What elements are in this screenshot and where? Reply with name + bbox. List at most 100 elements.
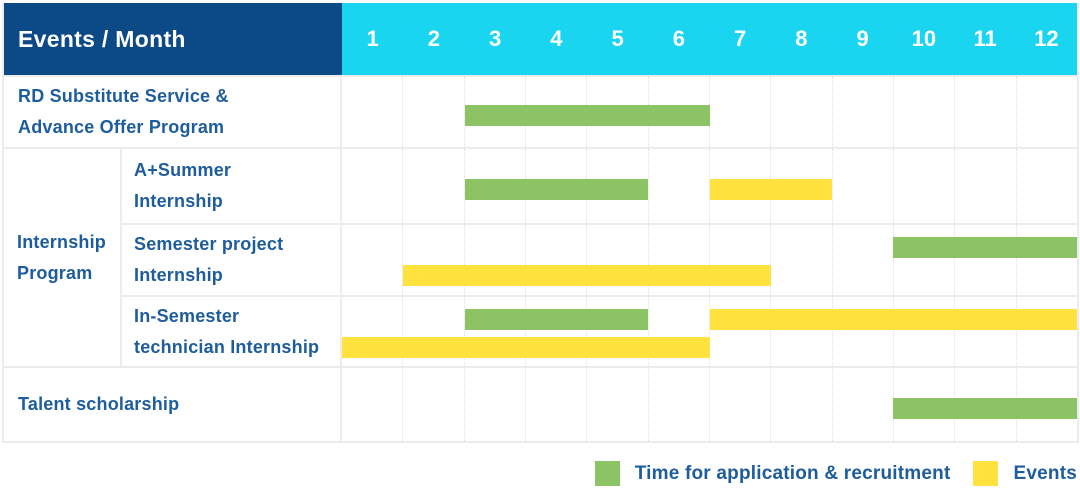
legend-label-application: Time for application & recruitment bbox=[634, 462, 951, 484]
timeline-in-semester-technician bbox=[342, 297, 1077, 366]
internship-program-group: Internship Program A+Summer Internship S… bbox=[4, 147, 1077, 366]
row-label-semester-project: Semester project Internship bbox=[122, 225, 342, 295]
month-header-cell-6: 6 bbox=[672, 26, 685, 51]
month-header-cell-11: 11 bbox=[973, 26, 997, 51]
month-gridline-cell bbox=[710, 77, 772, 147]
gantt-bar-application bbox=[464, 105, 710, 126]
month-gridline-cell bbox=[403, 77, 465, 147]
month-header-cell-10: 10 bbox=[911, 26, 937, 51]
month-gridline-cell bbox=[1017, 297, 1077, 366]
month-gridline-cell bbox=[955, 149, 1017, 223]
month-gridline-cell bbox=[1017, 77, 1077, 147]
gantt-bar-application bbox=[893, 237, 1077, 258]
row-semester-project: Semester project Internship bbox=[122, 223, 1077, 295]
month-gridline-cell bbox=[833, 297, 894, 366]
month-header-cell-1: 1 bbox=[366, 26, 379, 51]
month-header-cell-3: 3 bbox=[489, 26, 502, 51]
month-gridline-cell bbox=[771, 368, 833, 441]
row-label-rd-substitute: RD Substitute Service & Advance Offer Pr… bbox=[4, 77, 342, 147]
group-label-internship-program: Internship Program bbox=[4, 149, 122, 366]
gantt-bar-application bbox=[893, 397, 1077, 419]
month-header-cell-4: 4 bbox=[550, 26, 563, 51]
row-label-talent-scholarship: Talent scholarship bbox=[4, 368, 342, 441]
month-gridline-cell bbox=[771, 149, 833, 223]
month-gridline-cell bbox=[649, 149, 710, 223]
month-gridline-cell bbox=[587, 225, 649, 295]
month-gridline-cell bbox=[1017, 225, 1077, 295]
month-gridline-cell bbox=[833, 149, 894, 223]
events-color-swatch bbox=[973, 461, 999, 486]
month-gridline-cell bbox=[894, 225, 956, 295]
gantt-bar-application bbox=[464, 179, 649, 200]
gantt-table: Events / Month 1 2 3 4 5 6 7 8 9 10 11 12 RD Substi… bbox=[2, 3, 1079, 443]
month-header-strip: 1 2 3 4 5 6 7 8 9 10 11 12 bbox=[342, 3, 1077, 75]
legend-item-application: Time for application & recruitment bbox=[594, 461, 951, 486]
legend-item-events: Events bbox=[973, 461, 1077, 486]
events-month-header: Events / Month bbox=[4, 3, 342, 75]
month-gridline-cell bbox=[342, 77, 404, 147]
month-gridline-cell bbox=[955, 225, 1017, 295]
gantt-bar-event bbox=[403, 265, 771, 286]
month-header-cell-5: 5 bbox=[611, 26, 624, 51]
month-gridline-cell bbox=[649, 297, 710, 366]
month-gridline-cell bbox=[771, 297, 833, 366]
month-gridline-cell bbox=[465, 225, 526, 295]
internship-program-subrows: A+Summer Internship Semester project Int… bbox=[122, 149, 1077, 366]
month-gridline-cell bbox=[1017, 149, 1077, 223]
row-rd-substitute: RD Substitute Service & Advance Offer Pr… bbox=[4, 75, 1077, 147]
month-gridline-cell bbox=[526, 297, 588, 366]
month-header-cell-7: 7 bbox=[734, 26, 747, 51]
month-gridline-cell bbox=[342, 149, 404, 223]
legend-label-events: Events bbox=[1013, 462, 1077, 484]
month-gridlines bbox=[342, 225, 1077, 295]
month-gridline-cell bbox=[403, 149, 465, 223]
month-gridline-cell bbox=[403, 297, 465, 366]
timeline-semester-project bbox=[342, 225, 1077, 295]
month-gridlines bbox=[342, 77, 1077, 147]
gantt-bar-application bbox=[464, 309, 649, 330]
gantt-bar-event bbox=[342, 337, 710, 358]
month-gridline-cell bbox=[955, 77, 1017, 147]
month-gridline-cell bbox=[833, 368, 894, 441]
month-gridline-cell bbox=[649, 368, 710, 441]
timeline-talent-scholarship bbox=[342, 368, 1077, 441]
month-gridlines bbox=[342, 297, 1077, 366]
row-label-a-plus-summer: A+Summer Internship bbox=[122, 149, 342, 223]
month-header-cell-12: 12 bbox=[1034, 26, 1059, 51]
application-color-swatch bbox=[594, 461, 620, 486]
month-gridline-cell bbox=[710, 225, 772, 295]
month-gridline-cell bbox=[342, 225, 404, 295]
gantt-bar-event bbox=[709, 179, 832, 200]
timeline-a-plus-summer bbox=[342, 149, 1077, 223]
timeline-rd-substitute bbox=[342, 77, 1077, 147]
month-gridline-cell bbox=[710, 297, 772, 366]
month-gridline-cell bbox=[710, 368, 772, 441]
month-gridline-cell bbox=[342, 368, 404, 441]
month-gridline-cell bbox=[894, 297, 956, 366]
month-gridline-cell bbox=[526, 225, 588, 295]
month-gridline-cell bbox=[342, 297, 404, 366]
month-gridline-cell bbox=[465, 297, 526, 366]
month-header-cell-9: 9 bbox=[856, 26, 869, 51]
month-gridline-cell bbox=[403, 225, 465, 295]
month-gridline-cell bbox=[833, 77, 894, 147]
month-gridline-cell bbox=[771, 225, 833, 295]
month-gridline-cell bbox=[955, 297, 1017, 366]
month-gridline-cell bbox=[587, 297, 649, 366]
gantt-bar-event bbox=[709, 309, 1077, 330]
row-in-semester-technician: In-Semester technician Internship bbox=[122, 295, 1077, 366]
month-gridline-cell bbox=[894, 77, 956, 147]
month-header-cell-2: 2 bbox=[427, 26, 440, 51]
month-gridline-cell bbox=[587, 368, 649, 441]
month-gridline-cell bbox=[403, 368, 465, 441]
month-gridline-cell bbox=[833, 225, 894, 295]
table-header-row: Events / Month 1 2 3 4 5 6 7 8 9 10 11 12 bbox=[4, 3, 1077, 75]
month-header-cell-8: 8 bbox=[795, 26, 808, 51]
legend: Time for application & recruitment Event… bbox=[594, 461, 1077, 486]
month-gridline-cell bbox=[526, 368, 588, 441]
row-talent-scholarship: Talent scholarship bbox=[4, 366, 1077, 441]
month-gridline-cell bbox=[771, 77, 833, 147]
month-gridline-cell bbox=[649, 225, 710, 295]
row-label-in-semester-technician: In-Semester technician Internship bbox=[122, 297, 342, 366]
